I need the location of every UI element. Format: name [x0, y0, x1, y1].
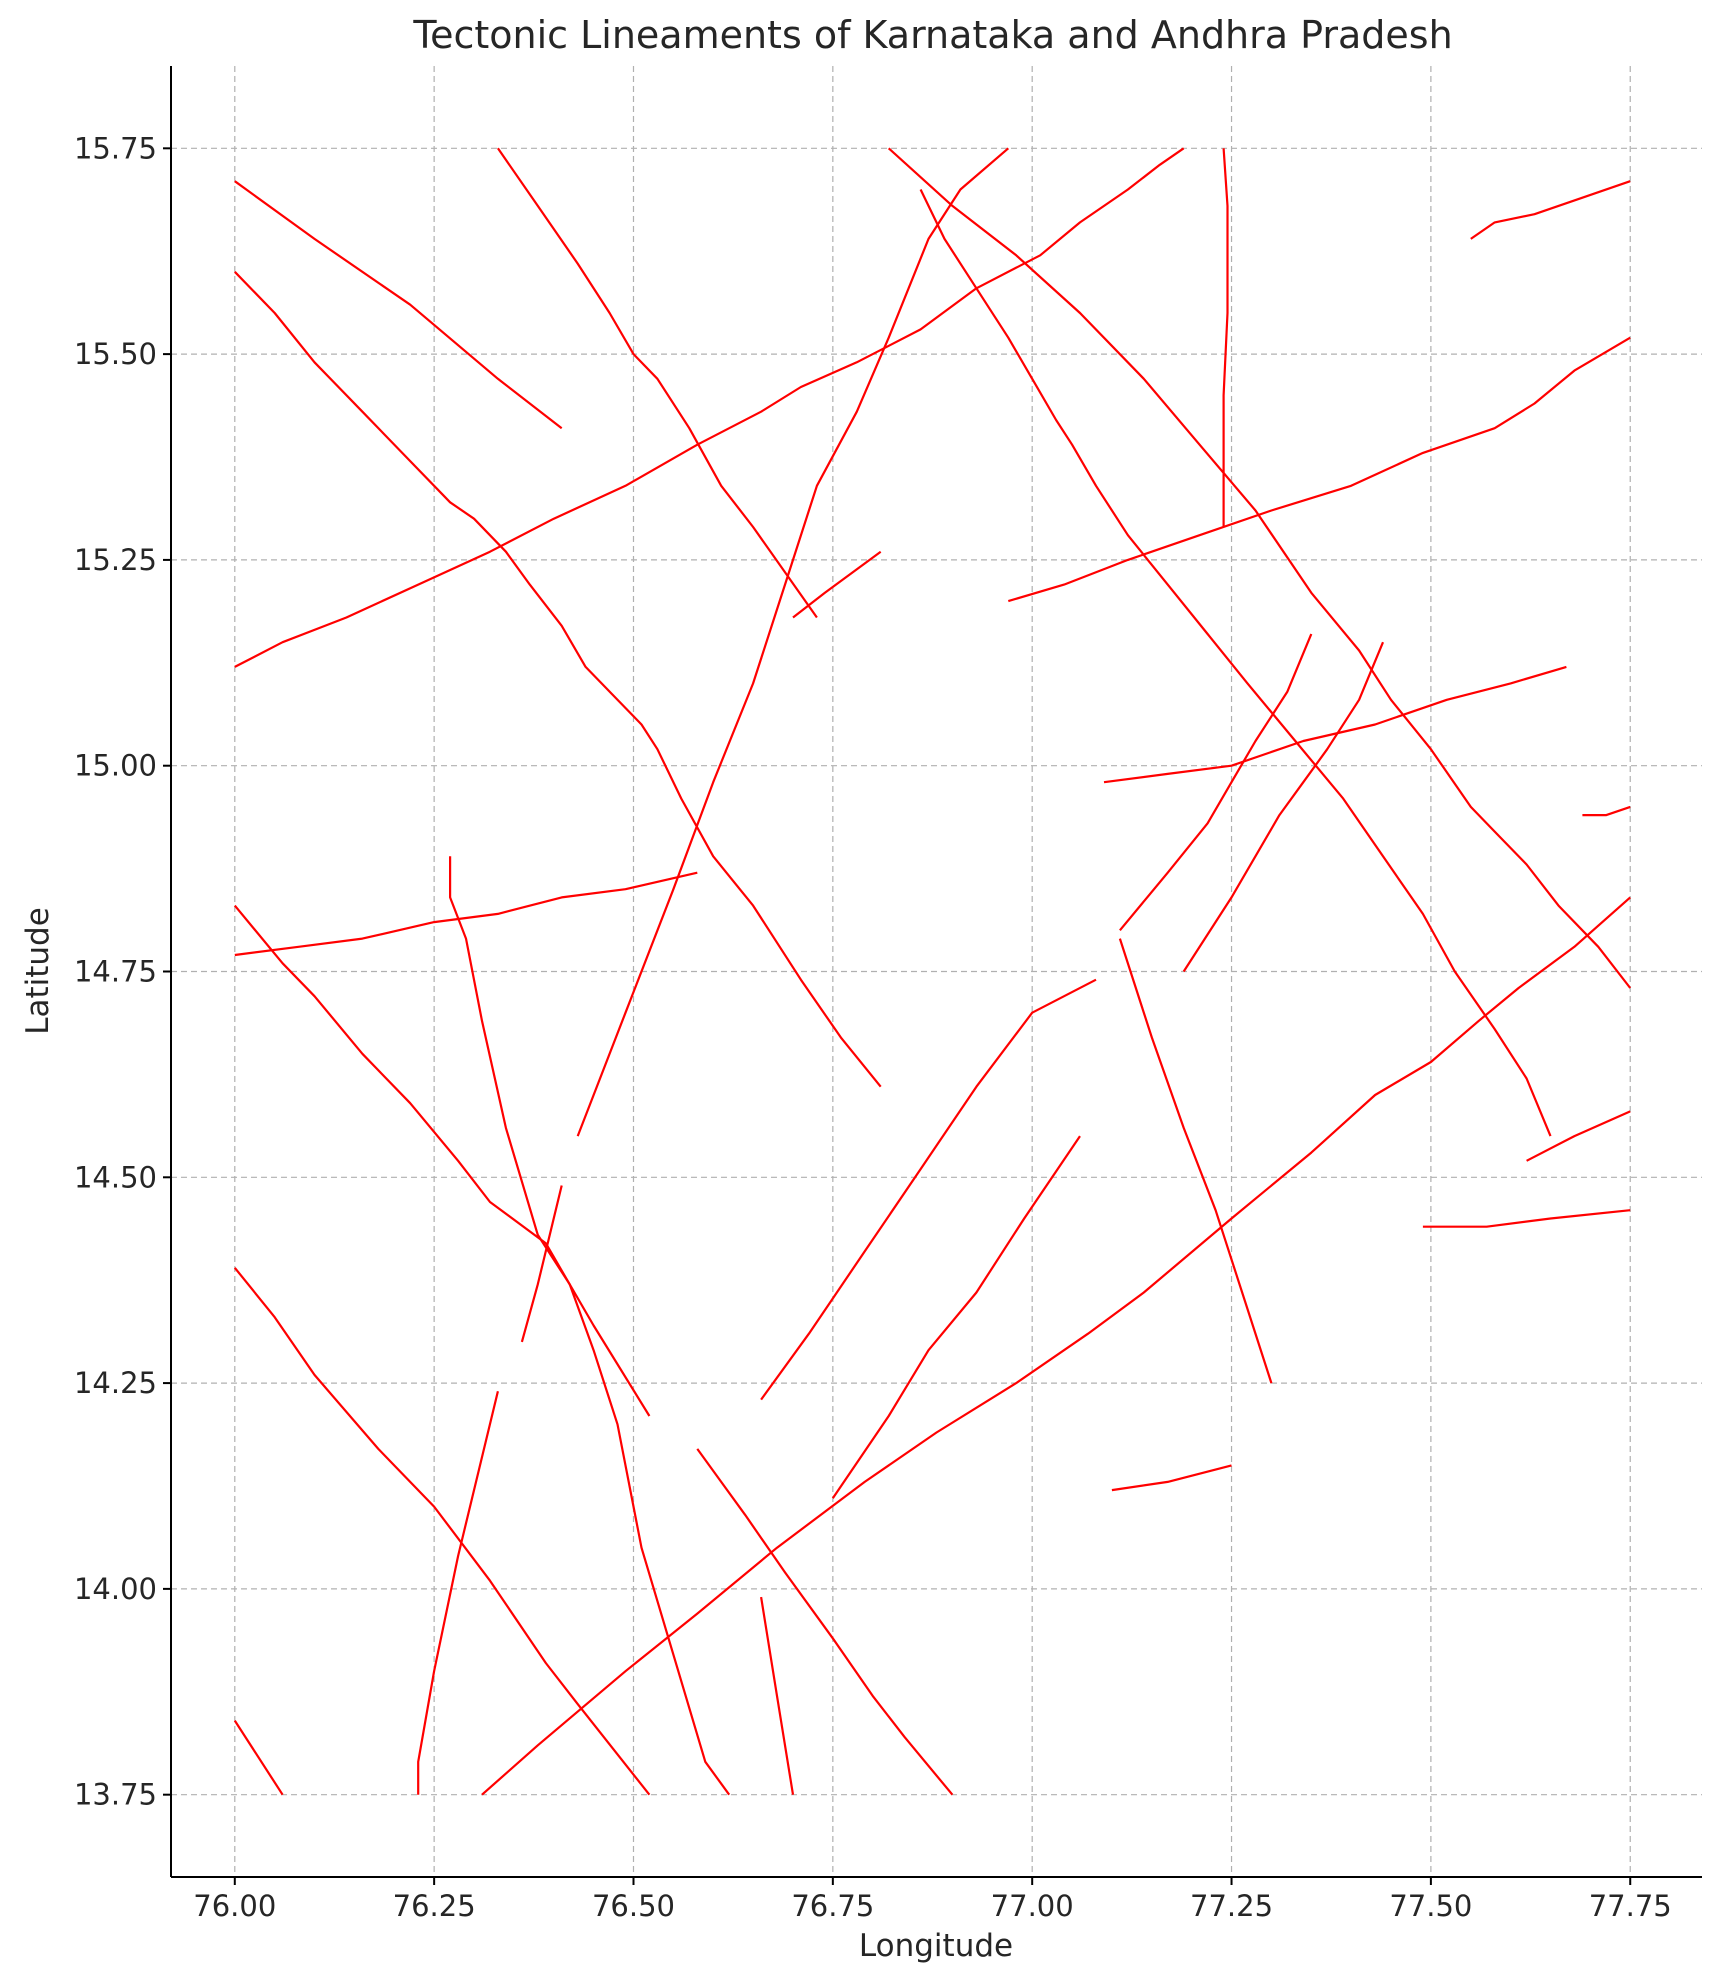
lineament-30	[1526, 1110, 1631, 1162]
lineament-10	[1007, 336, 1631, 603]
y-tick-label: 15.50	[74, 337, 157, 371]
lineament-4	[792, 550, 882, 619]
lineament-13	[1119, 633, 1313, 932]
lineament-16	[1118, 938, 1273, 1384]
x-tick-label: 76.25	[393, 1889, 476, 1923]
lineament-3	[496, 147, 818, 619]
lineament-25	[696, 1448, 954, 1796]
chart-title: Tectonic Lineaments of Karnataka and And…	[412, 13, 1452, 57]
y-tick-label: 14.50	[74, 1160, 157, 1194]
lineament-21	[233, 1267, 651, 1796]
y-tick-label: 15.75	[74, 131, 157, 165]
x-axis-label: Longitude	[859, 1928, 1013, 1964]
lineament-27	[760, 978, 1097, 1401]
lineament-20	[520, 1185, 563, 1343]
lineament-2	[234, 271, 882, 1088]
lineament-9	[1222, 148, 1229, 527]
y-tick-label: 14.25	[74, 1366, 157, 1400]
lineament-28	[831, 1135, 1081, 1499]
lineament-1	[234, 180, 563, 430]
lineament-15	[1582, 805, 1631, 817]
lineament-19	[449, 856, 731, 1796]
y-tick-label: 15.25	[74, 543, 157, 577]
y-tick-label: 14.00	[74, 1572, 157, 1606]
x-tick-label: 77.50	[1389, 1889, 1472, 1923]
lineament-5	[234, 147, 1185, 668]
lineament-29	[1422, 1209, 1631, 1228]
lineament-22	[417, 1391, 499, 1795]
lineament-11	[1470, 180, 1631, 240]
lineament-23	[233, 1720, 284, 1796]
y-axis-label: Latitude	[20, 907, 56, 1035]
lineament-24	[481, 896, 1631, 1796]
x-tick-label: 77.75	[1589, 1889, 1672, 1923]
grid-lines	[171, 66, 1702, 1877]
x-tick-label: 77.00	[991, 1889, 1074, 1923]
lineament-26	[760, 1596, 795, 1795]
lineament-series	[233, 147, 1632, 1796]
x-tick-label: 76.00	[193, 1889, 276, 1923]
x-tick-label: 76.75	[791, 1889, 874, 1923]
axis-ticks: 76.00 76.25 76.50 76.75 77.00 77.25 77.50 77.75…	[74, 131, 1672, 1923]
lineament-12	[1103, 665, 1567, 784]
x-tick-label: 76.50	[592, 1889, 675, 1923]
lineament-7	[887, 147, 1632, 989]
lineament-8	[919, 189, 1552, 1137]
lineament-31	[1111, 1464, 1232, 1492]
lineament-14	[1182, 641, 1385, 973]
x-tick-label: 77.25	[1190, 1889, 1273, 1923]
y-tick-label: 14.75	[74, 955, 157, 989]
y-tick-label: 13.75	[74, 1778, 157, 1812]
lineament-6	[576, 147, 1010, 1137]
y-tick-label: 15.00	[74, 749, 157, 783]
lineament-17	[234, 871, 698, 957]
